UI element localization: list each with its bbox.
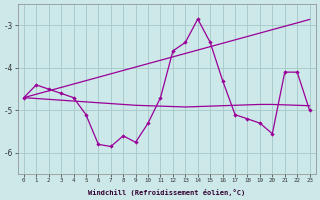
X-axis label: Windchill (Refroidissement éolien,°C): Windchill (Refroidissement éolien,°C)	[88, 189, 245, 196]
